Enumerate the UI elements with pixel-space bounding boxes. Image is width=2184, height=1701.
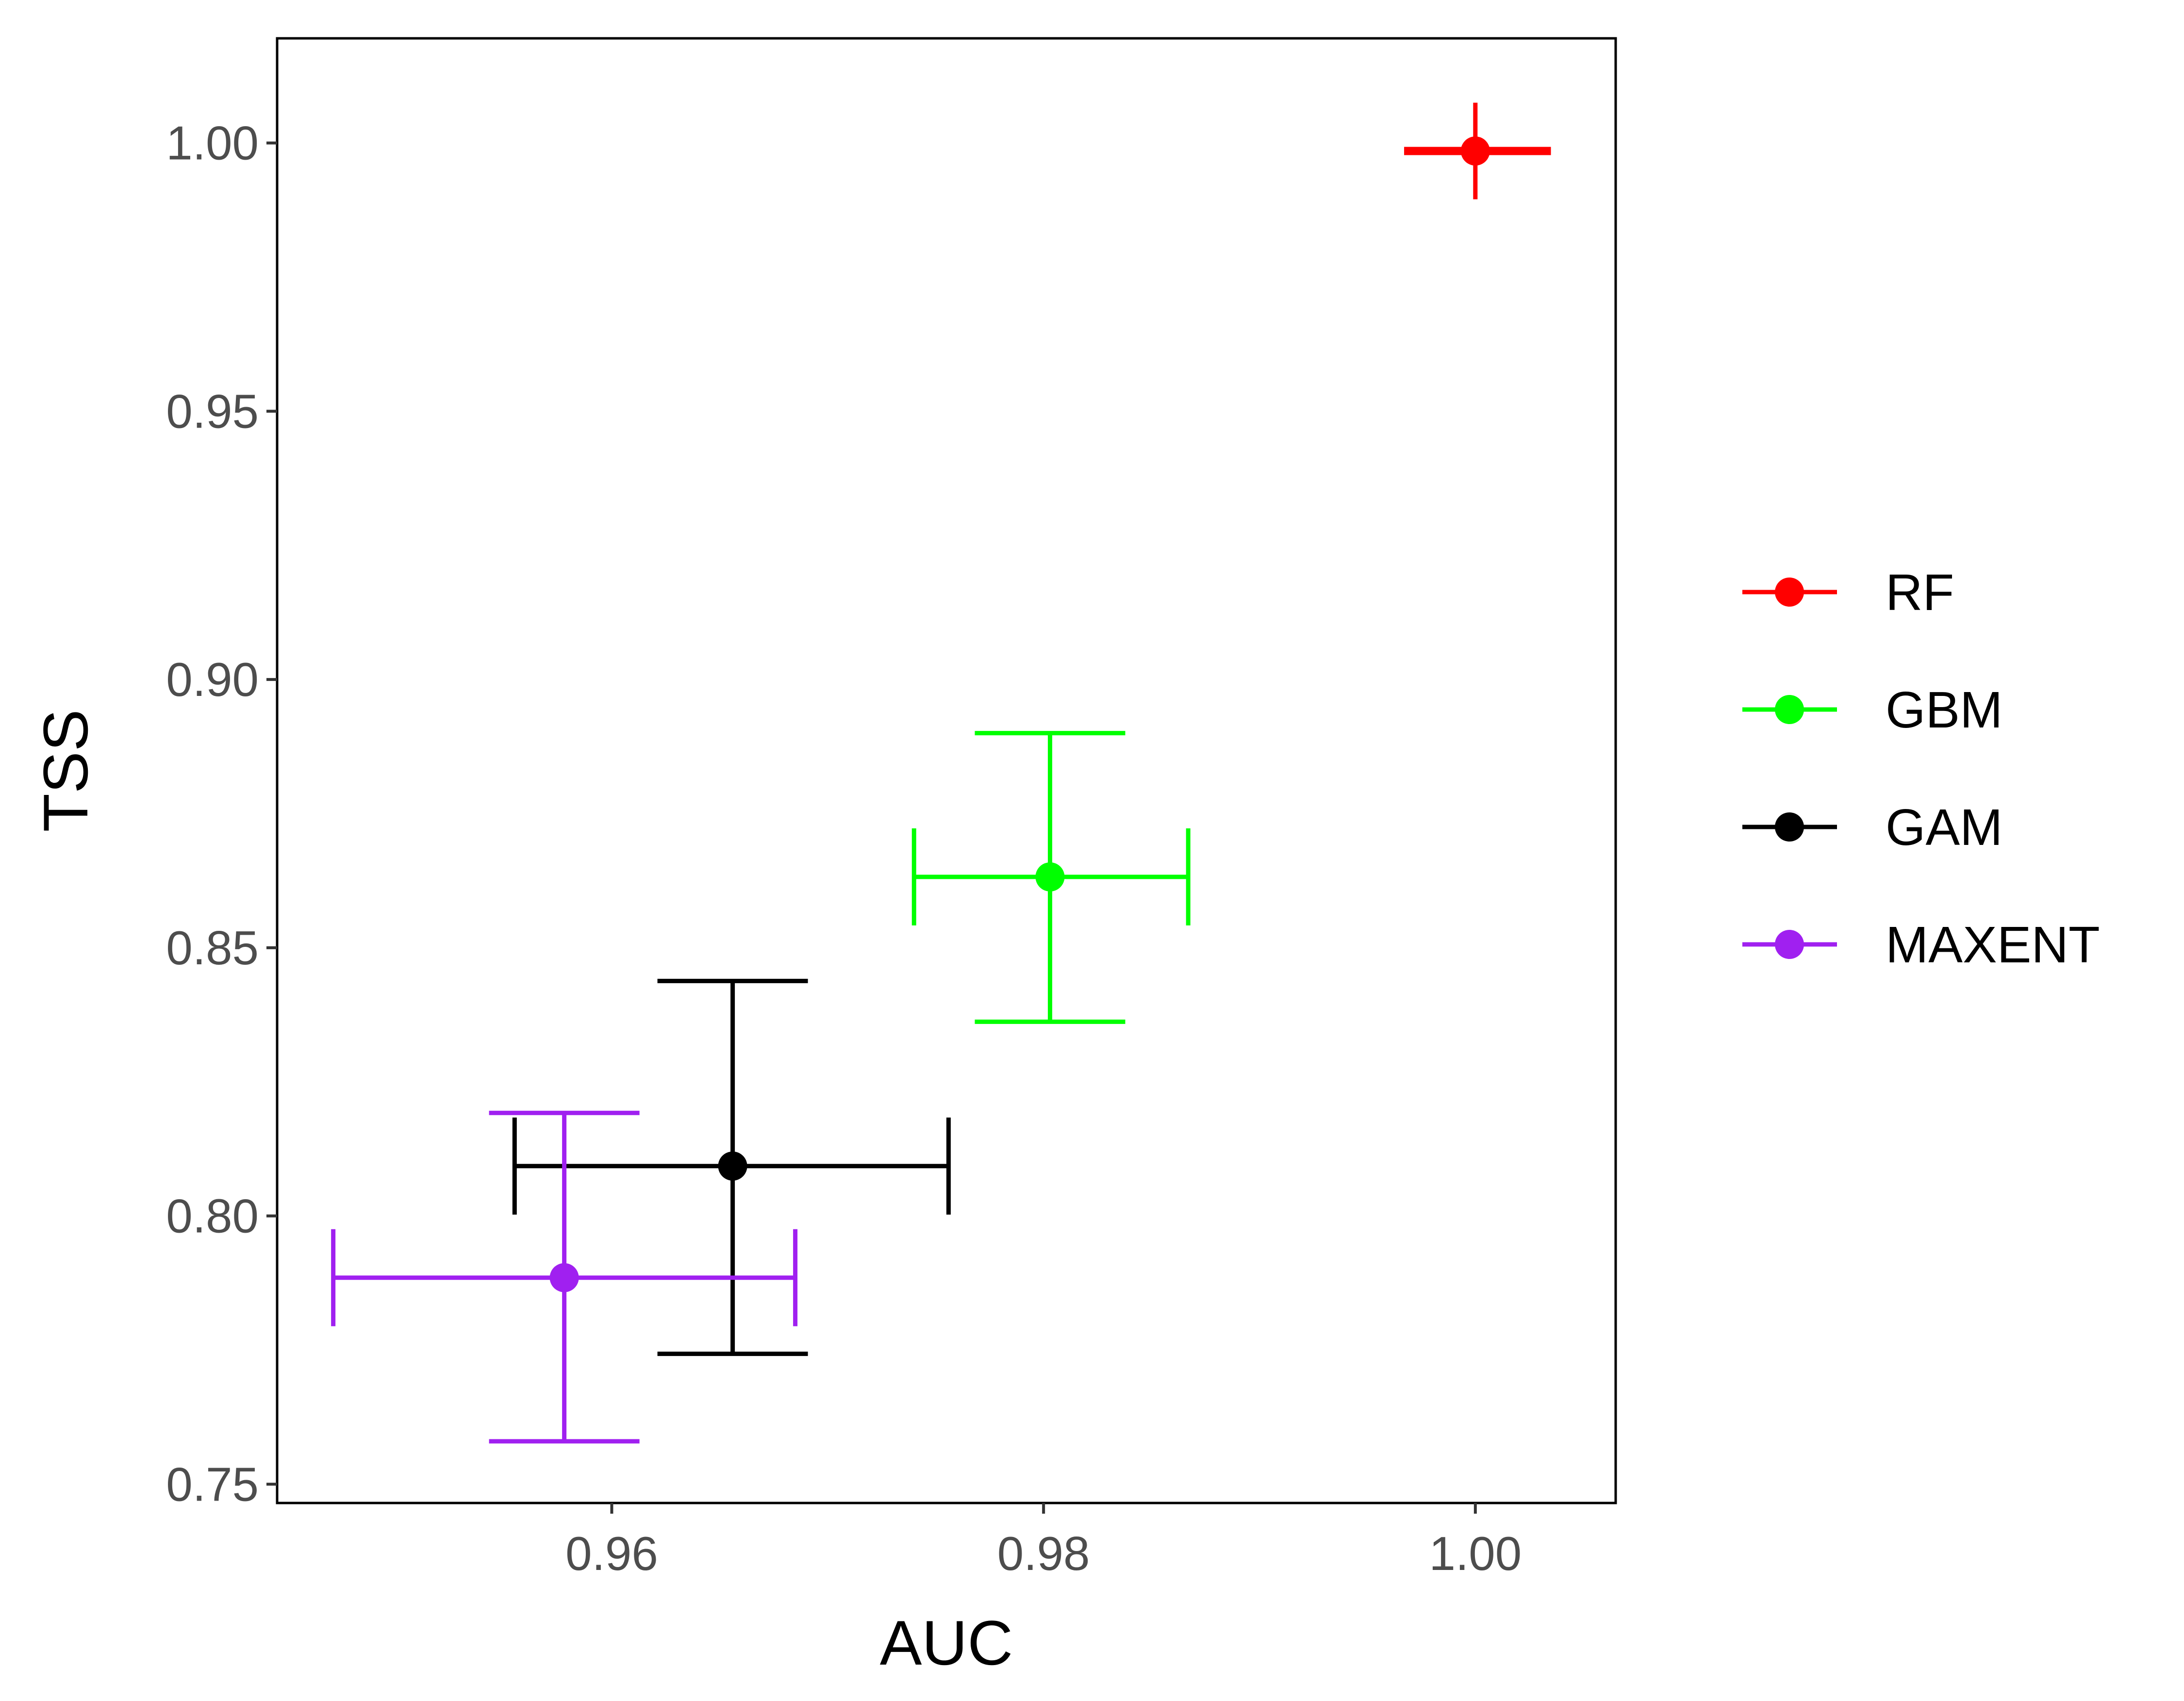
data-point — [1035, 862, 1065, 892]
plot-panel — [276, 37, 1617, 1504]
legend: RF GBM GAM MAXENT — [1742, 564, 2100, 974]
series-gam — [512, 978, 951, 1356]
x-tick-label: 1.00 — [1429, 1527, 1522, 1580]
legend-item-rf: RF — [1742, 564, 1954, 621]
data-point — [718, 1151, 747, 1181]
legend-item-gbm: GBM — [1742, 681, 2002, 739]
series-gbm — [911, 731, 1191, 1024]
legend-key-point — [1775, 578, 1804, 607]
x-axis: 0.96 0.98 1.00 — [565, 1503, 1522, 1580]
legend-label: MAXENT — [1886, 916, 2100, 974]
x-axis-title: AUC — [880, 1607, 1013, 1678]
legend-key-point — [1775, 695, 1804, 724]
legend-key-point — [1775, 812, 1804, 842]
legend-label: GBM — [1886, 681, 2002, 739]
x-tick-label: 0.98 — [997, 1527, 1090, 1580]
series-layer — [331, 102, 1551, 1444]
data-point — [1460, 136, 1490, 166]
x-tick-label: 0.96 — [565, 1527, 658, 1580]
legend-key-point — [1775, 930, 1804, 959]
y-tick-label: 1.00 — [166, 116, 259, 170]
series-rf — [1404, 102, 1551, 199]
y-tick-label: 0.75 — [166, 1457, 259, 1511]
legend-item-maxent: MAXENT — [1742, 916, 2100, 974]
y-tick-label: 0.85 — [166, 921, 259, 974]
y-axis-title: TSS — [30, 710, 101, 832]
data-point — [549, 1263, 579, 1292]
legend-item-gam: GAM — [1742, 799, 2002, 856]
y-tick-label: 0.80 — [166, 1189, 259, 1243]
series-maxent — [331, 1110, 798, 1444]
legend-label: GAM — [1886, 799, 2002, 856]
y-tick-label: 0.90 — [166, 653, 259, 706]
legend-label: RF — [1886, 564, 1954, 621]
y-axis: 0.75 0.80 0.85 0.90 0.95 1.00 — [166, 116, 277, 1511]
y-tick-label: 0.95 — [166, 384, 259, 438]
